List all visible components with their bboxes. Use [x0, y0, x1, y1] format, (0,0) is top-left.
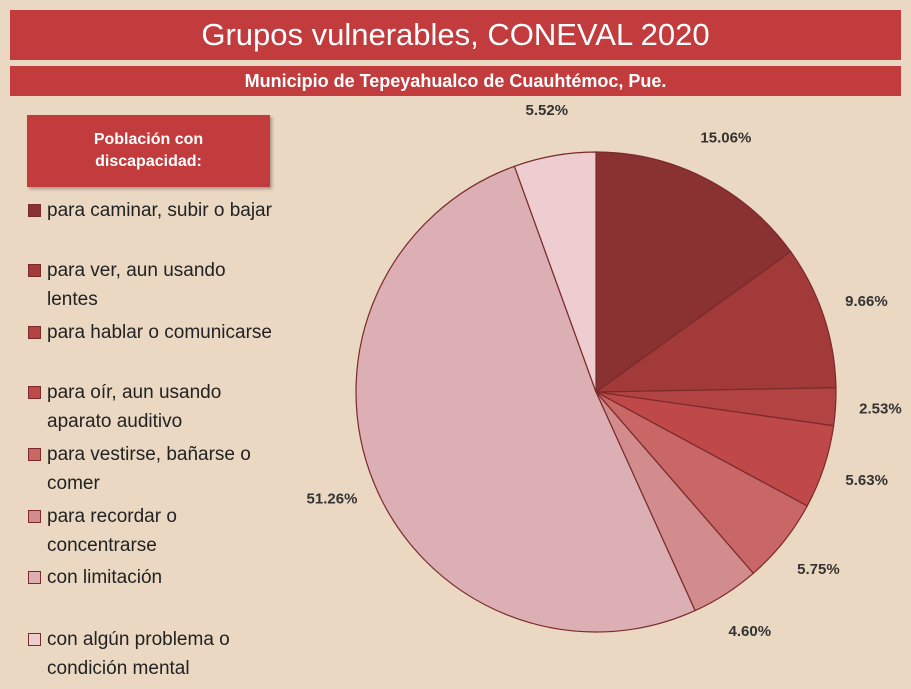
pie-slice — [355, 165, 696, 633]
legend-swatch — [28, 326, 41, 339]
legend-swatch — [28, 510, 41, 523]
legend-label: para ver, aun usando lentes — [47, 260, 226, 310]
legend-title: Población con discapacidad: — [27, 115, 270, 187]
legend-swatch — [28, 571, 41, 584]
legend-swatch — [28, 448, 41, 461]
legend-item: para ver, aun usando lentes — [28, 256, 278, 314]
legend-swatch — [28, 633, 41, 646]
legend-label: para oír, aun usando aparato auditivo — [47, 382, 222, 432]
data-label: 51.26% — [307, 490, 358, 507]
legend-label: para vestirse, bañarse o comer — [47, 444, 251, 494]
legend-label: con algún problema o condición mental — [47, 629, 230, 679]
legend-label: con limitación — [47, 567, 163, 588]
pie-slice — [513, 151, 597, 393]
data-label: 9.66% — [845, 293, 888, 310]
legend-item: para caminar, subir o bajar — [28, 196, 278, 225]
legend-item: para recordar o concentrarse — [28, 502, 278, 560]
legend-item: con algún problema o condición mental — [28, 625, 278, 683]
chart-title: Grupos vulnerables, CONEVAL 2020 — [10, 10, 901, 60]
legend-swatch — [28, 204, 41, 217]
chart-subtitle: Municipio de Tepeyahualco de Cuauhtémoc,… — [10, 66, 901, 96]
data-label: 5.75% — [797, 561, 840, 578]
legend-label: para caminar, subir o bajar — [47, 200, 272, 221]
legend-item: con limitación — [28, 563, 278, 592]
legend-item: para hablar o comunicarse — [28, 318, 278, 347]
legend-item: para oír, aun usando aparato auditivo — [28, 378, 278, 436]
legend-label: para hablar o comunicarse — [47, 322, 272, 343]
pie-slice — [594, 250, 837, 393]
pie-slice — [595, 151, 792, 394]
data-label: 4.60% — [729, 623, 772, 640]
data-label: 5.63% — [845, 472, 888, 489]
legend-swatch — [28, 386, 41, 399]
legend-swatch — [28, 264, 41, 277]
data-label: 5.52% — [526, 102, 569, 119]
legend-item: para vestirse, bañarse o comer — [28, 440, 278, 498]
data-label: 2.53% — [859, 401, 902, 418]
legend-label: para recordar o concentrarse — [47, 506, 177, 556]
data-label: 15.06% — [700, 129, 751, 146]
